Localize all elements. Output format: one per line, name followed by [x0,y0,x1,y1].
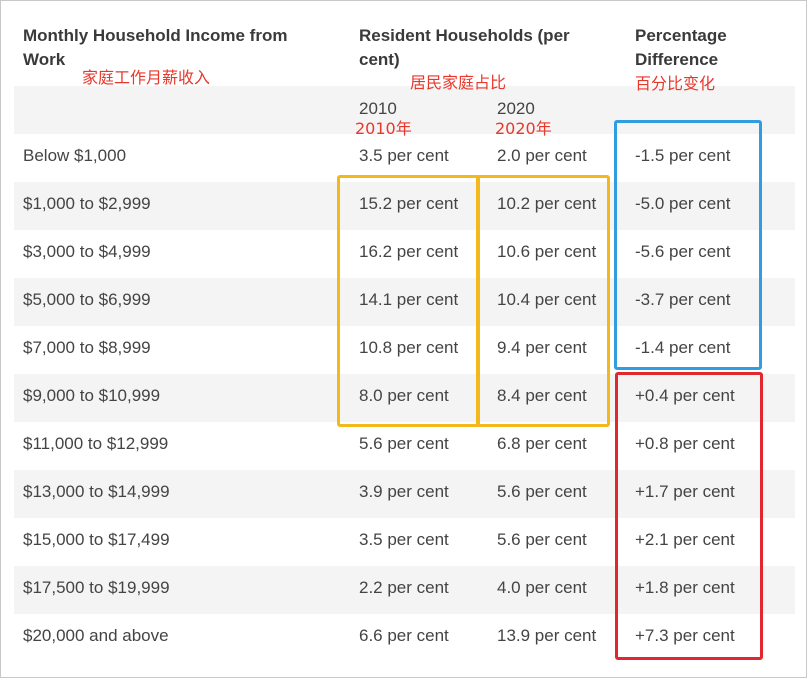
cell-difference: +0.8 per cent [635,434,735,453]
table-row [14,278,795,326]
cell-difference: -3.7 per cent [635,290,731,309]
cell-2020: 9.4 per cent [497,338,587,357]
cell-2010: 14.1 per cent [359,290,459,309]
table-row [14,182,795,230]
cell-difference: -5.6 per cent [635,242,731,261]
cell-2010: 2.2 per cent [359,578,449,597]
annotation-difference-zh: 百分比变化 [635,74,716,93]
cell-income-band: $15,000 to $17,499 [23,530,170,549]
cell-2010: 3.9 per cent [359,482,449,501]
cell-income-band: $3,000 to $4,999 [23,242,151,261]
annotation-households-zh: 居民家庭占比 [410,73,507,92]
cell-difference: +2.1 per cent [635,530,735,549]
cell-2020: 2.0 per cent [497,146,587,165]
year-header-band [14,86,795,134]
cell-difference: +1.8 per cent [635,578,735,597]
cell-difference: -5.0 per cent [635,194,731,213]
cell-difference: +7.3 per cent [635,626,735,645]
cell-income-band: $9,000 to $10,999 [23,386,161,405]
cell-2020: 10.4 per cent [497,290,597,309]
cell-2020: 10.2 per cent [497,194,597,213]
highlight-box-decrease [614,120,762,370]
cell-difference: +1.7 per cent [635,482,735,501]
cell-2010: 6.6 per cent [359,626,449,645]
cell-income-band: $7,000 to $8,999 [23,338,151,357]
table-row [14,374,795,422]
cell-income-band: $17,500 to $19,999 [23,578,170,597]
cell-income-band: $13,000 to $14,999 [23,482,170,501]
cell-2020: 5.6 per cent [497,482,587,501]
table-row [14,566,795,614]
cell-2020: 10.6 per cent [497,242,597,261]
cell-difference: -1.4 per cent [635,338,731,357]
year-2020: 2020 [497,99,535,118]
header-resident-households: Resident Households (per cent) [359,26,570,69]
cell-income-band: Below $1,000 [23,146,127,165]
header-percentage-difference: Percentage Difference [635,26,727,69]
cell-2010: 16.2 per cent [359,242,459,261]
cell-income-band: $20,000 and above [23,626,169,645]
cell-2010: 15.2 per cent [359,194,459,213]
cell-2010: 3.5 per cent [359,146,449,165]
highlight-box-2020 [476,175,610,427]
cell-2020: 5.6 per cent [497,530,587,549]
cell-2020: 13.9 per cent [497,626,597,645]
annotation-income-zh: 家庭工作月薪收入 [82,68,211,87]
cell-income-band: $5,000 to $6,999 [23,290,151,309]
cell-2010: 8.0 per cent [359,386,449,405]
cell-difference: -1.5 per cent [635,146,731,165]
cell-2010: 3.5 per cent [359,530,449,549]
cell-income-band: $11,000 to $12,999 [23,434,169,453]
cell-2020: 8.4 per cent [497,386,587,405]
table-row [14,470,795,518]
annotation-2010-zh: 2010年 [355,119,412,138]
cell-2010: 10.8 per cent [359,338,459,357]
cell-income-band: $1,000 to $2,999 [23,194,151,213]
cell-2020: 4.0 per cent [497,578,587,597]
header-income: Monthly Household Income from Work [23,26,288,69]
annotation-2020-zh: 2020年 [495,119,552,138]
highlight-box-increase [615,372,763,660]
cell-difference: +0.4 per cent [635,386,735,405]
cell-2020: 6.8 per cent [497,434,587,453]
cell-2010: 5.6 per cent [359,434,449,453]
highlight-box-2010 [337,175,480,427]
year-2010: 2010 [359,99,397,118]
